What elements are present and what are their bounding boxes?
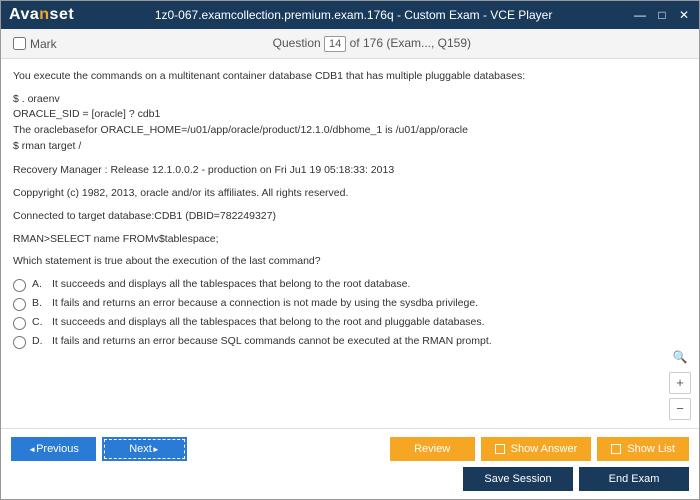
cmd-line: $ . oraenv <box>13 92 687 107</box>
question-text: Which statement is true about the execut… <box>13 254 687 269</box>
close-icon[interactable]: ✕ <box>677 8 691 22</box>
logo-text-pre: Ava <box>9 6 39 23</box>
output-line: Coppyright (c) 1982, 2013, oracle and/or… <box>13 186 687 201</box>
question-indicator: Question 14 of 176 (Exam..., Q159) <box>57 36 687 52</box>
answer-radio-b[interactable] <box>13 298 26 311</box>
save-session-button[interactable]: Save Session <box>463 467 573 491</box>
checkbox-icon <box>495 444 505 454</box>
answer-radio-c[interactable] <box>13 317 26 330</box>
app-logo: Avanset <box>9 6 74 24</box>
previous-button[interactable]: Previous <box>11 437 96 461</box>
show-answer-button[interactable]: Show Answer <box>481 437 592 461</box>
footer-row-2: Save Session End Exam <box>11 467 689 491</box>
output-line: RMAN>SELECT name FROMv$tablespace; <box>13 232 687 247</box>
intro-text: You execute the commands on a multitenan… <box>13 69 687 84</box>
answer-radio-a[interactable] <box>13 279 26 292</box>
footer-row-1: Previous Next Review Show Answer Show Li… <box>11 437 689 461</box>
cmd-line: $ rman target / <box>13 139 687 154</box>
logo-text-post: set <box>50 6 75 23</box>
maximize-icon[interactable]: □ <box>655 8 669 22</box>
checkbox-icon <box>611 444 621 454</box>
footer: Previous Next Review Show Answer Show Li… <box>1 428 699 499</box>
question-content: You execute the commands on a multitenan… <box>1 59 699 428</box>
next-button[interactable]: Next <box>102 437 187 461</box>
answer-text: It succeeds and displays all the tablesp… <box>52 315 485 330</box>
output-line: Connected to target database:CDB1 (DBID=… <box>13 209 687 224</box>
answer-option-c[interactable]: C. It succeeds and displays all the tabl… <box>13 315 687 330</box>
answer-text: It fails and returns an error because SQ… <box>52 334 492 349</box>
app-window: Avanset 1z0-067.examcollection.premium.e… <box>0 0 700 500</box>
answer-letter: B. <box>32 296 46 311</box>
zoom-in-button[interactable]: + <box>669 372 691 394</box>
answer-text: It fails and returns an error because a … <box>52 296 478 311</box>
window-controls: — □ ✕ <box>633 8 691 22</box>
end-exam-button[interactable]: End Exam <box>579 467 689 491</box>
subheader: Mark Question 14 of 176 (Exam..., Q159) <box>1 29 699 59</box>
mark-control[interactable]: Mark <box>13 37 57 51</box>
question-of-text: of 176 (Exam..., Q159) <box>350 36 471 50</box>
cmd-line: The oraclebasefor ORACLE_HOME=/u01/app/o… <box>13 123 687 138</box>
show-list-button[interactable]: Show List <box>597 437 689 461</box>
answer-option-b[interactable]: B. It fails and returns an error because… <box>13 296 687 311</box>
mark-label: Mark <box>30 37 57 51</box>
answers-list: A. It succeeds and displays all the tabl… <box>13 277 687 349</box>
cmd-line: ORACLE_SID = [oracle] ? cdb1 <box>13 107 687 122</box>
answer-radio-d[interactable] <box>13 336 26 349</box>
logo-accent: n <box>39 6 49 23</box>
window-title: 1z0-067.examcollection.premium.exam.176q… <box>74 8 633 22</box>
answer-letter: C. <box>32 315 46 330</box>
answer-text: It succeeds and displays all the tablesp… <box>52 277 410 292</box>
question-number: 14 <box>324 36 346 52</box>
titlebar: Avanset 1z0-067.examcollection.premium.e… <box>1 1 699 29</box>
search-icon[interactable]: 🔍 <box>669 346 691 368</box>
command-block-1: $ . oraenv ORACLE_SID = [oracle] ? cdb1 … <box>13 92 687 154</box>
answer-letter: D. <box>32 334 46 349</box>
answer-option-d[interactable]: D. It fails and returns an error because… <box>13 334 687 349</box>
answer-letter: A. <box>32 277 46 292</box>
zoom-out-button[interactable]: − <box>669 398 691 420</box>
zoom-controls: 🔍 + − <box>669 346 691 420</box>
minimize-icon[interactable]: — <box>633 8 647 22</box>
review-button[interactable]: Review <box>390 437 475 461</box>
question-label: Question <box>273 36 321 50</box>
answer-option-a[interactable]: A. It succeeds and displays all the tabl… <box>13 277 687 292</box>
output-line: Recovery Manager : Release 12.1.0.0.2 - … <box>13 163 687 178</box>
mark-checkbox[interactable] <box>13 37 26 50</box>
